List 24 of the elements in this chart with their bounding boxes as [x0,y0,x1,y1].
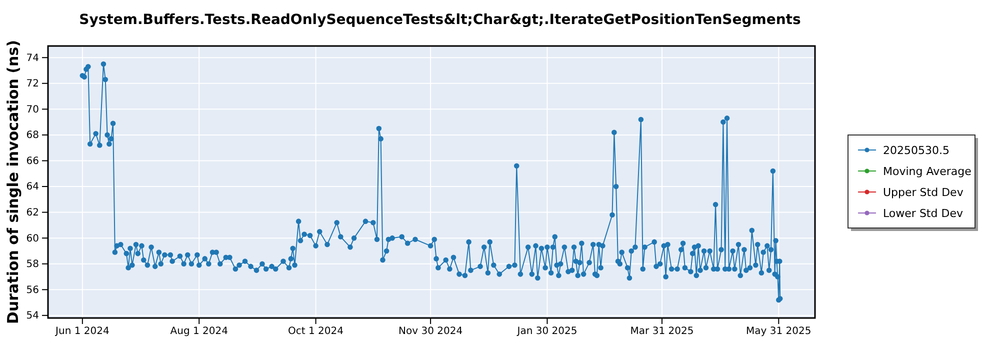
y-tick-label: 72 [26,78,39,90]
y-tick-label: 74 [26,52,39,64]
y-tick-label: 56 [26,284,39,296]
y-tick-label: 60 [26,233,39,244]
y-tick-label: 70 [26,104,39,116]
y-axis-title: Duration of single invocation (ns) [4,40,22,324]
x-tick-label: Oct 1 2024 [288,326,344,338]
legend-label: Moving Average [883,165,972,178]
y-tick-label: 54 [26,310,39,322]
x-tick-label: May 31 2025 [746,326,812,338]
y-tick-label: 62 [26,207,39,218]
legend-label: 20250530.5 [883,144,950,157]
legend-label: Upper Std Dev [883,186,964,199]
x-tick-label: Jun 1 2024 [54,326,110,338]
x-tick-label: Jan 30 2025 [516,326,578,338]
y-tick-label: 64 [26,182,39,193]
y-tick-label: 58 [26,259,39,270]
chart-title: System.Buffers.Tests.ReadOnlySequenceTests&lt;Char&gt;.IterateGetPositionTenSegments [79,12,801,28]
x-tick-label: Nov 30 2024 [398,326,463,338]
x-tick-label: Aug 1 2024 [170,326,228,338]
y-tick-label: 68 [26,130,39,142]
legend-label: Lower Std Dev [883,207,964,220]
x-tick-label: Mar 31 2025 [630,326,694,338]
y-tick-label: 66 [26,156,39,167]
